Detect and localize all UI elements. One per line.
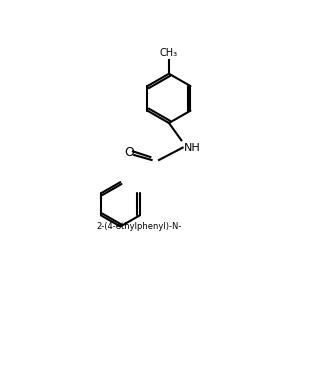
- Text: NH: NH: [184, 143, 201, 153]
- Text: CH₃: CH₃: [160, 48, 178, 58]
- Text: 2-(4-ethylphenyl)-N-: 2-(4-ethylphenyl)-N-: [97, 222, 182, 231]
- Text: O: O: [124, 146, 134, 159]
